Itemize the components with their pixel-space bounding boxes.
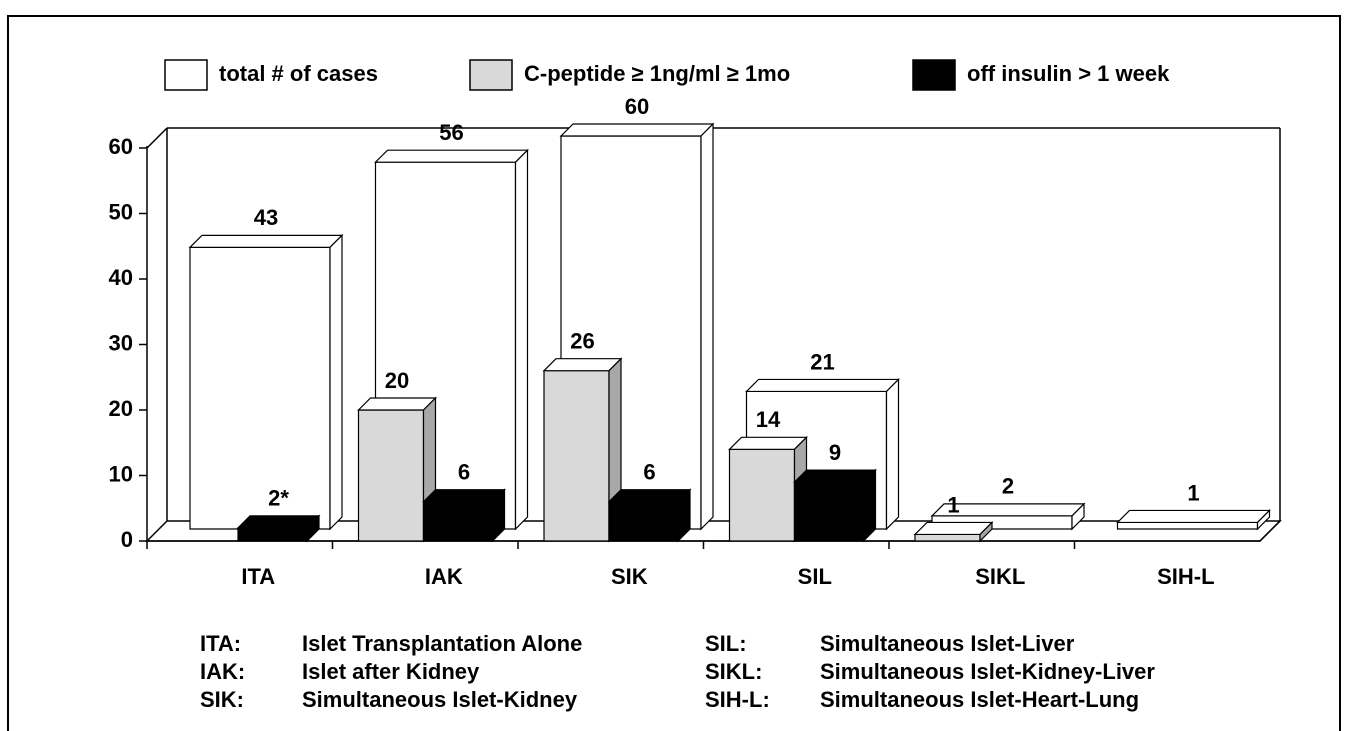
- bar-face: [979, 521, 993, 543]
- side-wall: [146, 127, 168, 149]
- bar-face: [728, 448, 796, 542]
- bar-face: [607, 489, 692, 503]
- bar: [357, 396, 437, 543]
- y-tick-label: 50: [109, 199, 133, 224]
- note-text: Simultaneous Islet-Heart-Lung: [820, 687, 1139, 712]
- bar-face: [543, 370, 610, 542]
- bar-face: [885, 378, 900, 531]
- legend-swatch: [164, 59, 208, 91]
- value-label: 6: [643, 460, 655, 485]
- value-label: 43: [254, 205, 278, 230]
- bar-face: [1116, 509, 1271, 524]
- bar: [607, 488, 692, 543]
- value-label: 14: [756, 407, 781, 432]
- x-tick-label: IAK: [425, 564, 463, 589]
- bar-face: [514, 148, 529, 531]
- value-label: 20: [385, 368, 409, 393]
- value-label: 6: [458, 460, 470, 485]
- x-tick-label: ITA: [241, 564, 275, 589]
- x-tick-label: SIH-L: [1157, 564, 1214, 589]
- legend-swatch: [912, 59, 956, 91]
- bar-face: [608, 501, 679, 542]
- bar-face: [491, 488, 506, 543]
- y-tick-label: 0: [121, 527, 133, 552]
- value-label: 26: [570, 329, 594, 354]
- note-text: Islet Transplantation Alone: [302, 631, 582, 656]
- y-tick-label: 10: [109, 461, 133, 486]
- bar: [188, 233, 344, 531]
- bar-face: [374, 149, 529, 163]
- legend-swatch: [469, 59, 513, 91]
- x-tick-label: SIL: [798, 564, 832, 589]
- value-label: 9: [829, 440, 841, 465]
- bar-face: [422, 489, 506, 503]
- bar-face: [793, 469, 877, 483]
- bar-face: [913, 521, 994, 536]
- bar-face: [1071, 502, 1085, 531]
- note-abbr: SIL:: [705, 631, 747, 656]
- y-tick-label: 40: [109, 265, 133, 290]
- bar-face: [914, 533, 981, 542]
- x-tick-label: SIK: [611, 564, 648, 589]
- bar-face: [1116, 521, 1259, 530]
- bar-face: [357, 409, 425, 542]
- bar-face: [1256, 509, 1271, 531]
- frame: [7, 15, 1341, 731]
- bar: [728, 435, 808, 543]
- note-abbr: ITA:: [200, 631, 241, 656]
- y-tick-label: 30: [109, 330, 133, 355]
- bar-face: [793, 481, 865, 542]
- legend-label: off insulin > 1 week: [967, 61, 1170, 86]
- note-abbr: SIH-L:: [705, 687, 770, 712]
- bar-face: [542, 358, 623, 372]
- bar: [422, 488, 506, 543]
- note-text: Simultaneous Islet-Kidney: [302, 687, 578, 712]
- legend-label: C-peptide ≥ 1ng/ml ≥ 1mo: [524, 61, 790, 86]
- note-abbr: SIK:: [200, 687, 244, 712]
- bar-face: [189, 246, 331, 530]
- bar-face: [237, 527, 308, 542]
- bar-face: [188, 234, 344, 248]
- bar: [236, 514, 321, 543]
- y-tick-label: 60: [109, 134, 133, 159]
- bar-face: [862, 468, 877, 543]
- floor-edge: [1259, 520, 1281, 542]
- value-label: 56: [439, 120, 463, 145]
- note-text: Simultaneous Islet-Liver: [820, 631, 1075, 656]
- legend-label: total # of cases: [219, 61, 378, 86]
- value-label: 2*: [268, 486, 289, 511]
- bar: [1116, 509, 1271, 531]
- bar-face: [329, 233, 343, 531]
- bar-face: [677, 488, 691, 543]
- value-label: 60: [625, 94, 649, 119]
- bar: [542, 357, 623, 543]
- bar: [913, 521, 994, 543]
- bar-face: [236, 515, 321, 529]
- value-label: 21: [810, 349, 834, 374]
- note-text: Simultaneous Islet-Kidney-Liver: [820, 659, 1155, 684]
- bar-face: [700, 122, 714, 531]
- bar-face: [559, 123, 715, 137]
- bar-face: [357, 397, 437, 411]
- bar-face: [745, 378, 900, 393]
- note-abbr: IAK:: [200, 659, 245, 684]
- value-label: 2: [1002, 474, 1014, 499]
- x-tick-label: SIKL: [975, 564, 1025, 589]
- y-tick-label: 20: [109, 396, 133, 421]
- bar-face: [306, 514, 320, 543]
- bar-face: [422, 501, 494, 542]
- value-label: 1: [1187, 480, 1199, 505]
- bar-face: [728, 436, 808, 450]
- note-text: Islet after Kidney: [302, 659, 480, 684]
- value-label: 1: [947, 492, 959, 517]
- note-abbr: SIKL:: [705, 659, 762, 684]
- bar: [793, 468, 877, 543]
